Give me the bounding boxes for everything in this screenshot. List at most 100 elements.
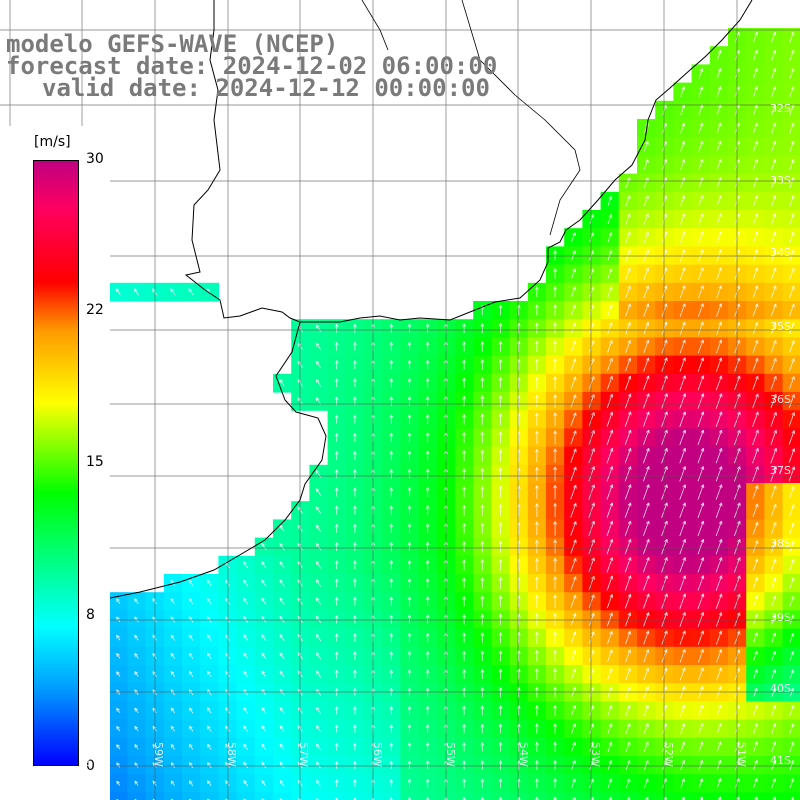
wind-arrow: [679, 303, 686, 317]
wind-arrow: [643, 723, 649, 735]
wind-arrow: [789, 231, 795, 244]
wind-arrow: [353, 651, 357, 660]
wind-arrow: [570, 631, 577, 644]
wind-arrow: [116, 671, 121, 677]
wind-arrow: [480, 577, 485, 589]
wind-arrow: [353, 505, 357, 515]
wind-arrow: [498, 540, 503, 553]
wind-arrow: [553, 723, 557, 734]
wind-arrow: [771, 723, 777, 735]
wind-arrow: [643, 213, 649, 225]
wind-arrow: [334, 414, 339, 424]
wind-arrow: [789, 31, 795, 43]
wind-arrow: [170, 598, 176, 605]
wind-arrow: [553, 576, 557, 590]
wind-arrow: [624, 447, 632, 464]
wind-arrow: [789, 49, 795, 61]
wind-arrow: [606, 411, 614, 427]
wind-arrow: [243, 597, 249, 605]
colorbar-tick-15: 15: [86, 454, 104, 470]
wind-cell: [418, 792, 438, 800]
wind-arrow: [680, 704, 686, 717]
wind-arrow: [716, 667, 722, 681]
wind-arrow: [771, 122, 777, 134]
wind-arrow: [553, 412, 557, 427]
wind-arrow: [553, 539, 557, 554]
wind-arrow: [261, 780, 267, 787]
wind-arrow: [116, 780, 121, 786]
wind-arrow: [789, 322, 795, 335]
wind-arrow: [206, 652, 212, 660]
wind-arrow: [553, 557, 557, 572]
wind-arrow: [625, 723, 631, 735]
wind-arrow: [679, 429, 686, 446]
longitude-label: 52W: [662, 742, 675, 767]
wind-arrow: [279, 597, 285, 605]
wind-arrow: [571, 268, 576, 279]
wind-arrow: [697, 429, 705, 446]
wind-arrow: [407, 742, 412, 752]
wind-arrow: [407, 706, 412, 715]
wind-arrow: [462, 742, 466, 752]
wind-arrow: [642, 502, 650, 518]
wind-arrow: [498, 650, 503, 662]
wind-arrow: [535, 778, 539, 788]
longitude-label: 55W: [444, 742, 457, 767]
wind-arrow: [643, 140, 649, 152]
wind-arrow: [170, 288, 176, 296]
wind-arrow: [643, 267, 650, 280]
wind-cell: [200, 792, 219, 800]
wind-arrow: [698, 86, 704, 97]
wind-arrow: [716, 357, 723, 372]
wind-arrow: [788, 394, 795, 408]
wind-arrow: [334, 578, 339, 588]
wind-arrow: [716, 778, 722, 789]
wind-arrow: [771, 86, 777, 98]
wind-arrow: [697, 339, 704, 354]
wind-arrow: [462, 486, 466, 498]
wind-arrow: [607, 649, 613, 663]
wind-arrow: [679, 285, 686, 299]
wind-arrow: [353, 469, 357, 479]
wind-arrow: [389, 323, 394, 333]
wind-arrow: [188, 743, 194, 750]
wind-arrow: [643, 321, 650, 335]
wind-arrow: [134, 725, 139, 732]
wind-arrow: [752, 466, 759, 482]
wind-cell: [673, 792, 693, 800]
wind-arrow: [771, 177, 777, 189]
wind-arrow: [680, 159, 686, 170]
wind-arrow: [353, 560, 357, 570]
wind-arrow: [134, 634, 139, 641]
wind-vectors: [7, 31, 796, 800]
wind-arrow: [243, 561, 249, 569]
wind-arrow: [698, 122, 704, 134]
wind-arrow: [571, 250, 576, 261]
wind-arrow: [425, 778, 430, 788]
wind-arrow: [752, 411, 759, 427]
wind-arrow: [643, 339, 650, 354]
wind-arrow: [789, 68, 795, 79]
wind-arrow: [389, 432, 394, 443]
wind-arrow: [679, 357, 686, 372]
wind-cell: [254, 792, 274, 800]
wind-cell: [182, 792, 201, 800]
wind-arrow: [425, 341, 430, 352]
wind-arrow: [771, 704, 777, 717]
wind-arrow: [279, 725, 285, 732]
uruguay-border: [461, 0, 581, 236]
wind-arrow: [353, 578, 357, 588]
wind-arrow: [789, 177, 795, 189]
wind-arrow: [462, 395, 466, 407]
wind-arrow: [679, 502, 686, 518]
wind-arrow: [462, 504, 466, 516]
wind-arrow: [353, 761, 357, 769]
wind-arrow: [607, 741, 613, 752]
wind-arrow: [353, 523, 357, 533]
wind-arrow: [170, 671, 176, 678]
wind-arrow: [462, 432, 466, 443]
wind-arrow: [498, 723, 503, 734]
wind-arrow: [334, 706, 339, 715]
wind-arrow: [697, 502, 705, 518]
wind-arrow: [789, 577, 795, 589]
